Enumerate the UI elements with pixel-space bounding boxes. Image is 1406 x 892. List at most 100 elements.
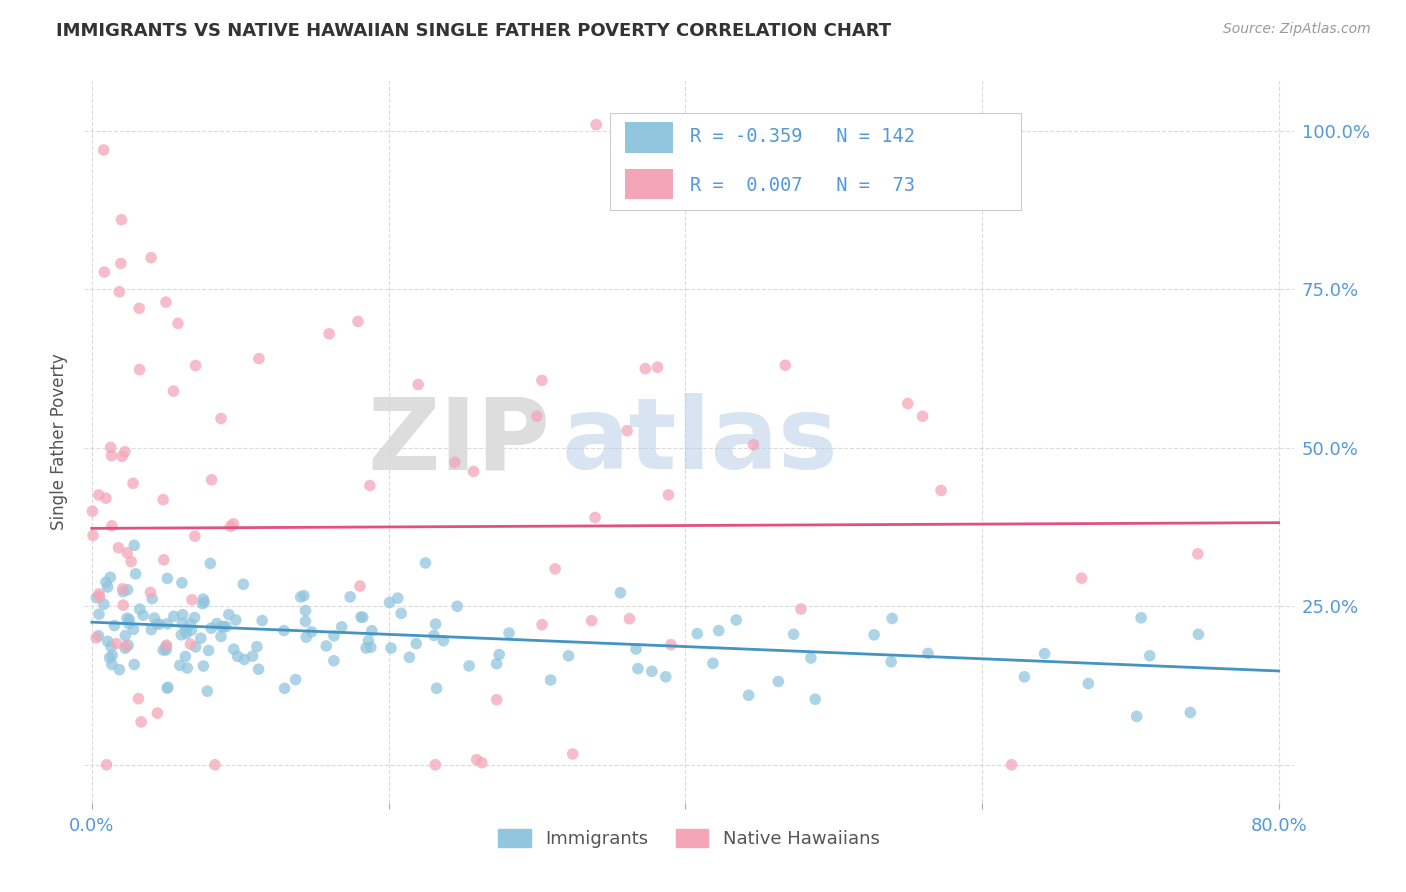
- Point: [415, 556, 437, 570]
- Point: [174, 623, 197, 637]
- Point: [209, 630, 232, 644]
- Point: [1180, 706, 1202, 720]
- Point: [94, 491, 117, 505]
- Point: [339, 590, 361, 604]
- Point: [647, 360, 669, 375]
- Point: [1125, 709, 1147, 723]
- Point: [146, 706, 169, 720]
- Point: [782, 627, 804, 641]
- Point: [195, 684, 218, 698]
- Point: [347, 314, 370, 328]
- Point: [768, 674, 790, 689]
- Point: [84, 631, 107, 645]
- Point: [425, 617, 447, 632]
- Point: [290, 590, 312, 604]
- Point: [87, 488, 110, 502]
- Point: [122, 538, 145, 552]
- Point: [585, 118, 607, 132]
- Point: [218, 607, 240, 622]
- Point: [87, 629, 110, 643]
- Point: [120, 555, 142, 569]
- Point: [86, 591, 108, 605]
- Point: [193, 659, 215, 673]
- FancyBboxPatch shape: [624, 169, 673, 200]
- Point: [426, 681, 449, 696]
- Point: [526, 409, 548, 424]
- Point: [443, 455, 465, 469]
- Point: [174, 649, 197, 664]
- Point: [111, 450, 134, 464]
- Point: [458, 659, 481, 673]
- Point: [423, 628, 446, 642]
- Point: [193, 592, 215, 607]
- Point: [250, 614, 273, 628]
- Text: IMMIGRANTS VS NATIVE HAWAIIAN SINGLE FATHER POVERTY CORRELATION CHART: IMMIGRANTS VS NATIVE HAWAIIAN SINGLE FAT…: [56, 22, 891, 40]
- Point: [180, 592, 202, 607]
- Point: [246, 640, 269, 654]
- Point: [380, 641, 402, 656]
- Point: [128, 602, 150, 616]
- Point: [561, 747, 583, 761]
- Point: [200, 621, 222, 635]
- Point: [122, 623, 145, 637]
- Point: [581, 614, 603, 628]
- Point: [406, 377, 429, 392]
- Point: [425, 757, 447, 772]
- Point: [93, 265, 115, 279]
- Point: [295, 630, 318, 644]
- Point: [98, 570, 121, 584]
- Point: [100, 449, 122, 463]
- Point: [87, 607, 110, 622]
- Point: [209, 411, 232, 425]
- FancyBboxPatch shape: [624, 122, 673, 153]
- Point: [616, 424, 638, 438]
- Point: [180, 623, 202, 637]
- Point: [141, 623, 163, 637]
- Point: [350, 610, 373, 624]
- Point: [432, 633, 454, 648]
- Point: [155, 643, 177, 657]
- Point: [128, 301, 150, 316]
- Point: [294, 604, 316, 618]
- Point: [226, 649, 249, 664]
- Point: [219, 519, 242, 533]
- Point: [929, 483, 952, 498]
- Point: [128, 362, 150, 376]
- Point: [209, 619, 232, 633]
- Point: [97, 634, 120, 648]
- Point: [143, 611, 166, 625]
- Point: [354, 640, 377, 655]
- Y-axis label: Single Father Poverty: Single Father Poverty: [51, 353, 69, 530]
- Point: [118, 612, 141, 626]
- Point: [292, 589, 315, 603]
- Point: [200, 557, 222, 571]
- Point: [103, 618, 125, 632]
- Point: [360, 624, 382, 638]
- Point: [170, 575, 193, 590]
- Point: [115, 611, 138, 625]
- Point: [1187, 627, 1209, 641]
- Point: [174, 626, 197, 640]
- Point: [247, 351, 270, 366]
- Text: Source: ZipAtlas.com: Source: ZipAtlas.com: [1223, 22, 1371, 37]
- Point: [96, 757, 118, 772]
- Point: [108, 663, 131, 677]
- Point: [93, 143, 115, 157]
- Point: [89, 590, 111, 604]
- Point: [111, 582, 134, 596]
- Point: [882, 611, 904, 625]
- Point: [315, 639, 337, 653]
- Point: [114, 444, 136, 458]
- Point: [191, 597, 214, 611]
- Point: [179, 637, 201, 651]
- Point: [204, 757, 226, 772]
- Point: [247, 662, 270, 676]
- Point: [184, 640, 207, 654]
- Point: [156, 681, 179, 696]
- Point: [222, 642, 245, 657]
- Point: [273, 681, 295, 696]
- Point: [193, 595, 215, 609]
- Point: [609, 586, 631, 600]
- Point: [118, 616, 141, 631]
- Point: [82, 504, 104, 518]
